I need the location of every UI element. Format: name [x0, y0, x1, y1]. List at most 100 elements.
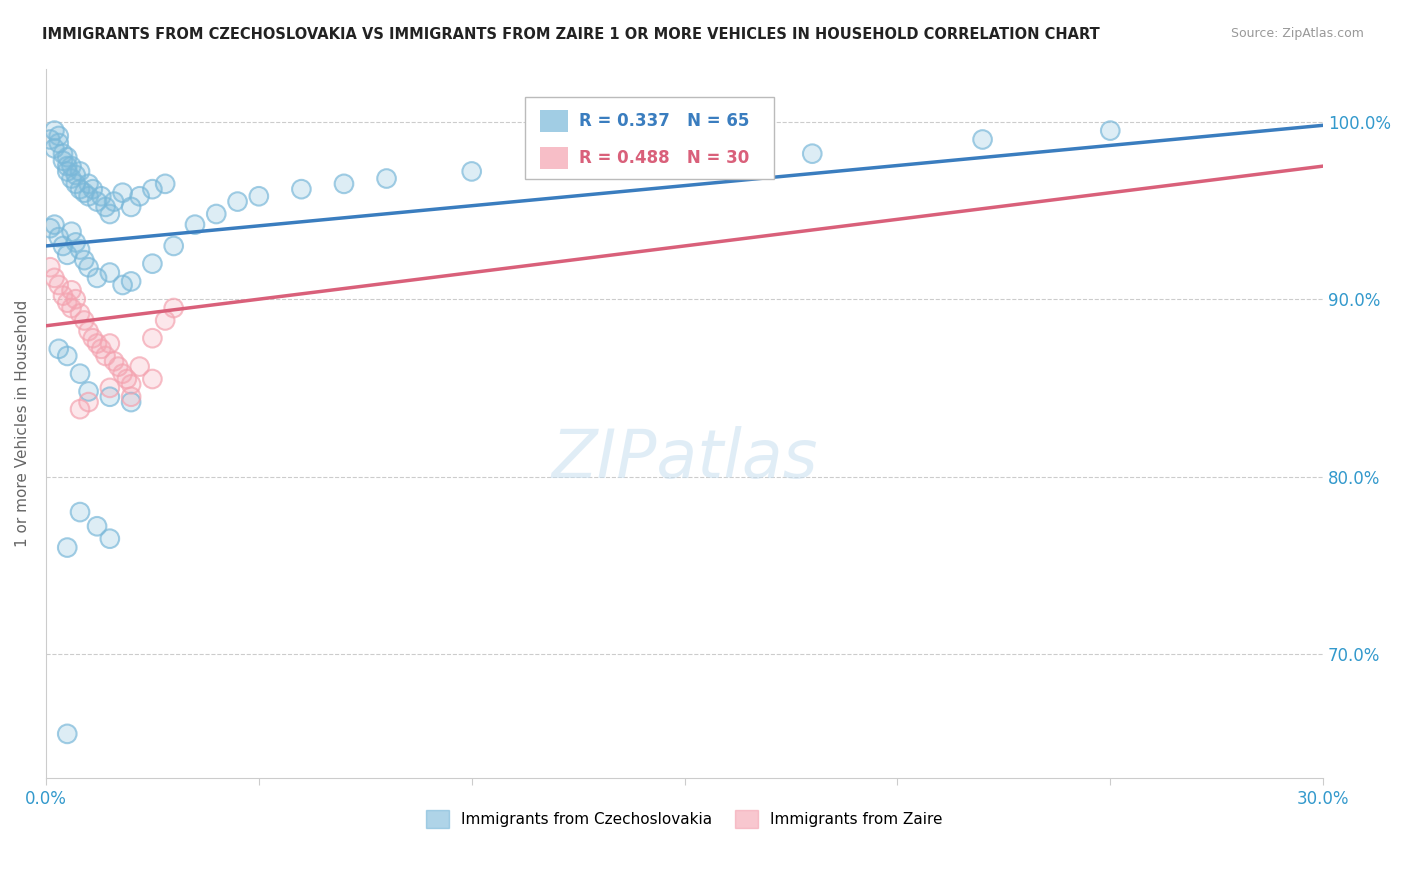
Point: [69, 182, 91, 196]
Point: [184, 218, 207, 232]
Point: [801, 146, 824, 161]
Point: [65, 235, 87, 250]
Point: [546, 159, 568, 173]
Point: [39, 221, 62, 235]
Point: [39, 132, 62, 146]
Point: [1099, 123, 1122, 137]
Point: [86, 271, 108, 285]
Point: [673, 153, 696, 168]
Point: [44, 123, 66, 137]
Bar: [540, 110, 568, 132]
Point: [65, 168, 87, 182]
Point: [48, 277, 70, 292]
Point: [141, 182, 163, 196]
Point: [48, 128, 70, 143]
Point: [69, 367, 91, 381]
Point: [98, 532, 121, 546]
Point: [107, 359, 129, 374]
Point: [77, 177, 100, 191]
Point: [141, 372, 163, 386]
Point: [69, 505, 91, 519]
Point: [98, 266, 121, 280]
Point: [48, 136, 70, 150]
Point: [44, 141, 66, 155]
Point: [90, 342, 112, 356]
Point: [86, 336, 108, 351]
Point: [77, 324, 100, 338]
Point: [226, 194, 249, 209]
Point: [73, 186, 96, 200]
Point: [128, 189, 150, 203]
Text: R = 0.488   N = 30: R = 0.488 N = 30: [578, 149, 749, 167]
Point: [226, 194, 249, 209]
Point: [128, 359, 150, 374]
Point: [56, 541, 79, 555]
Point: [60, 171, 83, 186]
Point: [141, 257, 163, 271]
Point: [120, 390, 142, 404]
Point: [375, 171, 398, 186]
Point: [56, 164, 79, 178]
Legend: Immigrants from Czechoslovakia, Immigrants from Zaire: Immigrants from Czechoslovakia, Immigran…: [420, 804, 949, 834]
Point: [82, 182, 104, 196]
Point: [69, 164, 91, 178]
Point: [44, 271, 66, 285]
Text: R = 0.337   N = 65: R = 0.337 N = 65: [578, 112, 749, 130]
Point: [120, 200, 142, 214]
Point: [1099, 123, 1122, 137]
Point: [98, 390, 121, 404]
Point: [39, 260, 62, 275]
Point: [56, 248, 79, 262]
Point: [77, 189, 100, 203]
Point: [69, 402, 91, 417]
Point: [52, 146, 75, 161]
Point: [546, 159, 568, 173]
Point: [69, 243, 91, 257]
Point: [60, 225, 83, 239]
Point: [52, 153, 75, 168]
Point: [52, 239, 75, 253]
Point: [56, 727, 79, 741]
Point: [60, 171, 83, 186]
Point: [972, 132, 994, 146]
Point: [60, 283, 83, 297]
Point: [77, 260, 100, 275]
Point: [90, 342, 112, 356]
Point: [460, 164, 482, 178]
Point: [120, 395, 142, 409]
Point: [333, 177, 356, 191]
Point: [111, 367, 134, 381]
Point: [56, 150, 79, 164]
Point: [65, 292, 87, 306]
Point: [77, 177, 100, 191]
Point: [86, 519, 108, 533]
Point: [77, 395, 100, 409]
Point: [60, 301, 83, 315]
Point: [69, 402, 91, 417]
Point: [73, 313, 96, 327]
Point: [141, 372, 163, 386]
Point: [77, 189, 100, 203]
Point: [44, 141, 66, 155]
Point: [290, 182, 312, 196]
Point: [111, 367, 134, 381]
Point: [247, 189, 270, 203]
Point: [141, 331, 163, 345]
Point: [52, 146, 75, 161]
Point: [44, 123, 66, 137]
Point: [98, 336, 121, 351]
Point: [98, 207, 121, 221]
Point: [48, 342, 70, 356]
Point: [115, 372, 138, 386]
Point: [56, 541, 79, 555]
Point: [56, 159, 79, 173]
Point: [86, 271, 108, 285]
Text: IMMIGRANTS FROM CZECHOSLOVAKIA VS IMMIGRANTS FROM ZAIRE 1 OR MORE VEHICLES IN HO: IMMIGRANTS FROM CZECHOSLOVAKIA VS IMMIGR…: [42, 27, 1099, 42]
Point: [120, 390, 142, 404]
Y-axis label: 1 or more Vehicles in Household: 1 or more Vehicles in Household: [15, 300, 30, 547]
Point: [94, 200, 117, 214]
Point: [82, 331, 104, 345]
Point: [103, 354, 125, 368]
Point: [39, 221, 62, 235]
Point: [56, 349, 79, 363]
